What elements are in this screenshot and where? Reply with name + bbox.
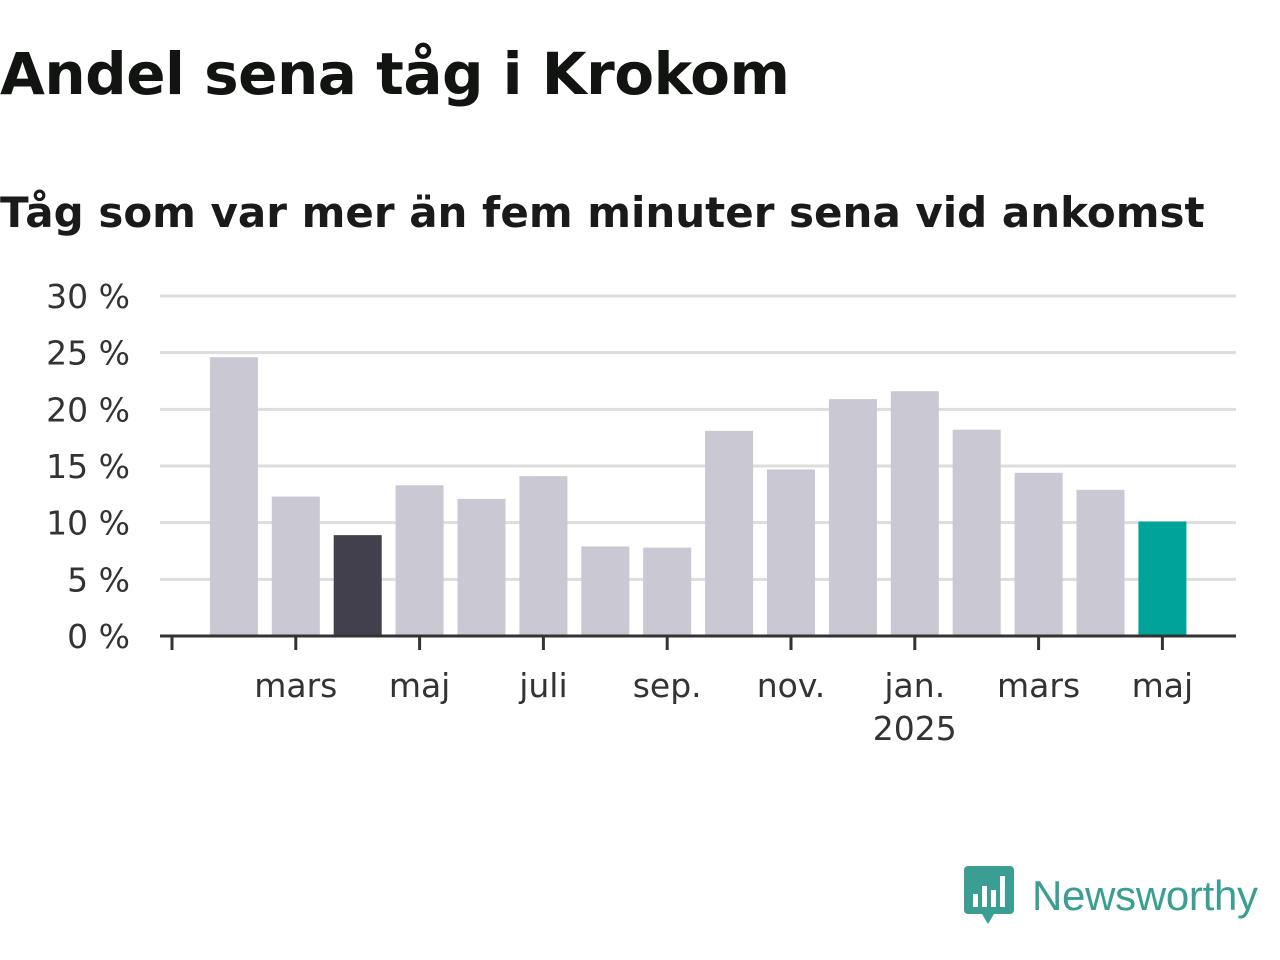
chart-title: Andel sena tåg i Krokom bbox=[0, 40, 790, 108]
x-tick-label: mars bbox=[997, 666, 1080, 705]
bar-2024-05 bbox=[395, 485, 444, 636]
x-tick-label: sep. bbox=[633, 666, 702, 705]
y-tick-label: 30 % bbox=[46, 277, 130, 316]
bar-2024-02 bbox=[209, 357, 258, 636]
y-tick-label: 20 % bbox=[46, 390, 130, 429]
bar-2024-07 bbox=[519, 476, 568, 636]
bar-2024-04 bbox=[333, 535, 382, 636]
bar-2024-12 bbox=[828, 399, 877, 636]
bar-2024-11 bbox=[767, 469, 815, 636]
bar-2024-08 bbox=[581, 546, 630, 636]
y-tick-label: 25 % bbox=[46, 334, 130, 373]
x-tick-label: jan. bbox=[883, 666, 945, 705]
x-tick-label: juli bbox=[518, 666, 567, 705]
bar-2025-04 bbox=[1076, 489, 1125, 636]
x-tick-label: maj bbox=[389, 666, 451, 705]
bar-2024-06 bbox=[457, 498, 506, 636]
bar-2025-01 bbox=[890, 391, 939, 636]
newsworthy-logo: Newsworthy bbox=[964, 866, 1258, 926]
bar-chart: 0 % 5 % 10 % 15 % 20 % 25 % 30 % mars maj juli sep… bbox=[46, 277, 1236, 748]
x-tick-label: mars bbox=[254, 666, 337, 705]
y-tick-label: 5 % bbox=[67, 560, 130, 599]
chart-subtitle: Tåg som var mer än fem minuter sena vid … bbox=[0, 188, 1205, 237]
bar-2024-09 bbox=[643, 547, 692, 636]
x-tick-label: maj bbox=[1132, 666, 1194, 705]
bar-2024-03 bbox=[271, 496, 320, 636]
x-tick-label: nov. bbox=[757, 666, 826, 705]
y-tick-label: 15 % bbox=[46, 447, 130, 486]
bar-2024-10 bbox=[705, 430, 754, 636]
bar-2025-05 bbox=[1138, 521, 1187, 636]
newsworthy-logo-icon bbox=[964, 866, 1014, 924]
x-tick-year-label: 2025 bbox=[873, 709, 957, 748]
y-tick-label: 10 % bbox=[46, 504, 130, 543]
newsworthy-logo-text: Newsworthy bbox=[1032, 872, 1258, 919]
bar-2025-02 bbox=[952, 429, 1001, 636]
y-tick-label: 0 % bbox=[67, 617, 130, 656]
bar-2025-03 bbox=[1014, 472, 1063, 636]
